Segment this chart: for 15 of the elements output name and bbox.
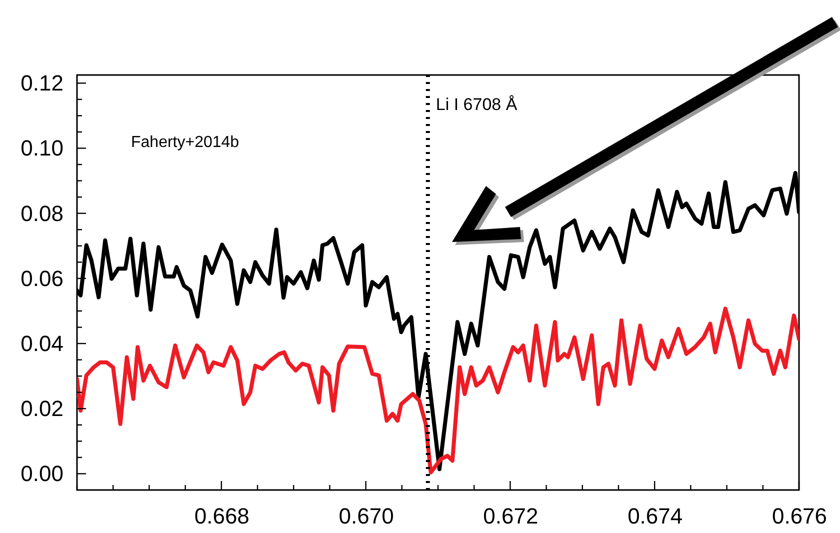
annotation: Faherty+2014b [131,134,240,151]
y-tick-label: 0.08 [20,200,64,226]
y-tick-label: 0.12 [20,70,64,96]
y-tick-label: 0.04 [20,331,64,356]
x-tick-label: 0.674 [628,504,683,528]
x-tick-label: 0.670 [338,504,394,528]
y-tick-label: 0.06 [20,266,64,291]
x-tick-label: 0.676 [772,504,828,528]
x-tick-label: 0.672 [483,504,538,528]
y-tick-label: 0.10 [20,136,64,161]
y-tick-label: 0.00 [20,461,64,486]
y-tick-label: 0.02 [20,396,64,422]
x-tick-label: 0.668 [194,504,250,528]
line-series [77,306,799,474]
ref-line-label: Li I 6708 Å [436,95,518,114]
